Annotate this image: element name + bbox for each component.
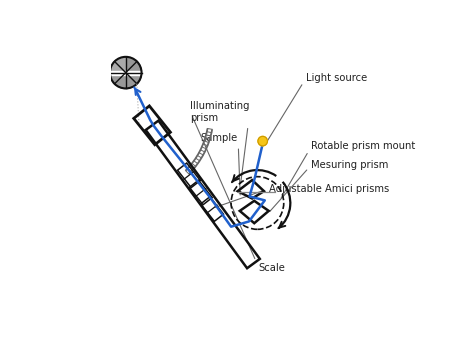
Bar — [110, 71, 142, 75]
Wedge shape — [110, 73, 126, 89]
Wedge shape — [126, 73, 142, 89]
Text: Scale: Scale — [193, 117, 286, 273]
Wedge shape — [110, 57, 126, 73]
Text: Adjustable Amici prisms: Adjustable Amici prisms — [215, 184, 390, 207]
Text: Light source: Light source — [265, 73, 367, 144]
Wedge shape — [126, 57, 142, 73]
Text: Sample: Sample — [201, 133, 240, 195]
Text: Mesuring prism: Mesuring prism — [270, 160, 389, 211]
Text: Rotable prism mount: Rotable prism mount — [281, 141, 416, 198]
Text: Illuminating
prism: Illuminating prism — [190, 101, 250, 184]
Circle shape — [258, 136, 267, 146]
